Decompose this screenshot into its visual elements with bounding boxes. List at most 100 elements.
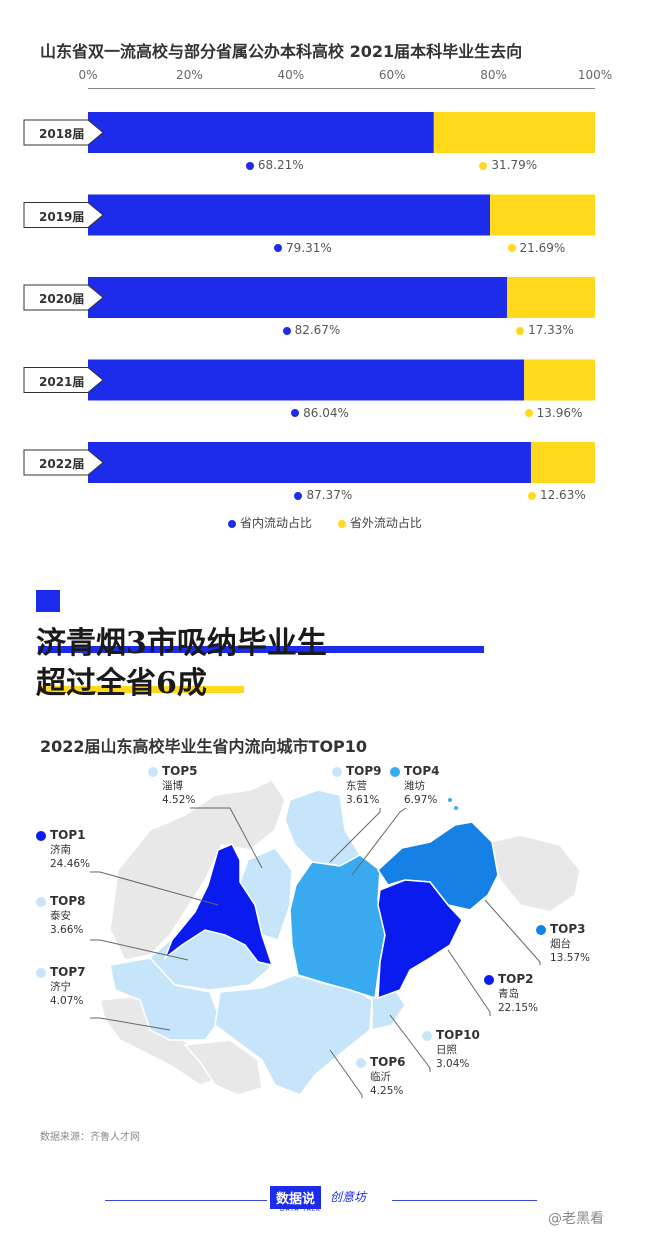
label-text: 17.33%	[528, 323, 574, 337]
x-tick-label: 80%	[480, 68, 507, 82]
bar-segment-in-province	[88, 277, 508, 318]
year-tag-shape	[23, 202, 104, 228]
callout-rank-text: TOP3	[550, 922, 586, 936]
brand-logo: 创意坊	[330, 1190, 367, 1204]
callout-rank-text: TOP2	[498, 972, 534, 986]
callout-share: 3.61%	[346, 794, 380, 806]
label-dot	[291, 409, 300, 417]
leader-line-top1	[90, 871, 219, 906]
map-region-other-west	[109, 779, 286, 961]
bar-segment-in-province	[88, 359, 525, 401]
legend-item-in-province: 省内流动占比	[228, 516, 316, 530]
x-tick-label: 60%	[378, 68, 406, 82]
callout-city: 青岛	[498, 988, 519, 1000]
callout-dot	[422, 1031, 432, 1041]
label-text: 21.69%	[519, 240, 566, 255]
category-label: 2020届	[39, 292, 85, 306]
year-tag-shape	[23, 449, 104, 476]
label-text: 31.79%	[491, 158, 538, 172]
callout-dot	[36, 968, 46, 978]
label-dot	[274, 244, 283, 252]
callout-rank: TOP5	[148, 764, 198, 779]
year-tag-shape	[23, 119, 104, 146]
bar-segment-out-province	[433, 112, 595, 153]
label-text: 13.96%	[536, 405, 583, 420]
legend-dot-yellow	[337, 519, 346, 528]
callout-rank: TOP8	[36, 894, 86, 909]
logo-sub-label: DATA TALK	[280, 1206, 321, 1213]
headline-underline-yellow	[38, 686, 244, 693]
data-label-in-province: 87.37%	[294, 488, 352, 502]
callout-city: 济南	[50, 844, 71, 856]
bar-segment-out-province	[524, 359, 595, 401]
callout-share: 22.15%	[498, 1002, 539, 1014]
leader-line-top5	[190, 807, 263, 869]
leader-line-top10	[389, 1014, 431, 1072]
data-source: 数据来源：齐鲁人才网	[40, 1132, 140, 1143]
map-region-qingdao	[377, 879, 463, 1000]
label-dot	[294, 491, 303, 500]
legend-dot-blue	[228, 519, 236, 528]
callout-rank-text: TOP5	[162, 764, 198, 778]
label-text: 79.31%	[286, 240, 332, 255]
callout-dot	[148, 767, 158, 777]
map-region-jinan	[163, 843, 274, 967]
callout-city: 潍坊	[404, 780, 425, 792]
callout-dot	[390, 767, 400, 777]
map-region-rizhao	[371, 989, 406, 1031]
callout-rank: TOP6	[356, 1055, 406, 1070]
callout-dot	[36, 897, 46, 907]
label-dot	[479, 161, 488, 170]
legend-label-out-province: 省外流动占比	[349, 516, 422, 530]
map-island	[454, 806, 458, 810]
map-callout-top4: TOP4 潍坊 6.97%	[390, 764, 440, 807]
label-dot	[516, 326, 525, 335]
callout-rank: TOP3	[536, 922, 590, 937]
label-dot	[507, 244, 516, 252]
map-callout-top6: TOP6 临沂 4.25%	[356, 1055, 406, 1098]
shandong-map	[90, 779, 581, 1098]
label-text: 12.63%	[539, 488, 586, 502]
map-callout-top5: TOP5 淄博 4.52%	[148, 764, 198, 807]
x-tick-label: 20%	[176, 68, 203, 82]
category-label: 2018届	[39, 127, 85, 141]
map-callout-top8: TOP8 泰安 3.66%	[36, 894, 86, 937]
label-dot	[527, 491, 536, 500]
callout-dot	[484, 975, 494, 985]
callout-city: 东营	[346, 780, 367, 792]
legend-label-in-province: 省内流动占比	[240, 516, 313, 530]
data-label-out-province: 13.96%	[524, 405, 583, 420]
data-label-out-province: 17.33%	[516, 323, 574, 337]
label-dot	[245, 161, 254, 170]
section-square-marker	[36, 590, 60, 612]
category-label: 2021届	[39, 374, 85, 389]
bar-segment-out-province	[507, 277, 595, 318]
map-region-other-south	[183, 1039, 263, 1096]
map-callout-top2: TOP2 青岛 22.15%	[484, 972, 538, 1015]
bar-segment-out-province	[530, 442, 595, 483]
callout-dot	[36, 831, 46, 841]
map-callout-top9: TOP9 东营 3.61%	[332, 764, 382, 807]
callout-city: 烟台	[550, 938, 571, 950]
callout-rank: TOP9	[332, 764, 382, 779]
callout-city: 临沂	[370, 1071, 391, 1083]
callout-share: 4.07%	[50, 995, 84, 1007]
callout-dot	[332, 767, 342, 777]
callout-rank: TOP4	[390, 764, 440, 779]
x-tick-label: 0%	[78, 68, 98, 82]
callout-share: 3.04%	[436, 1058, 470, 1070]
callout-rank-text: TOP4	[404, 764, 440, 778]
x-axis-line	[88, 88, 595, 89]
stacked-bar-chart	[23, 112, 595, 483]
map-island	[448, 798, 452, 802]
callout-city: 泰安	[50, 910, 71, 922]
headline-underline-blue	[38, 646, 484, 653]
callout-city: 日照	[436, 1044, 457, 1056]
callout-rank-text: TOP6	[370, 1055, 406, 1069]
callout-city: 淄博	[162, 780, 183, 792]
callout-rank: TOP1	[36, 828, 90, 843]
headline-line-2: 超过全省6成	[36, 666, 207, 701]
callout-share: 3.66%	[50, 924, 84, 936]
map-callout-top10: TOP10 日照 3.04%	[422, 1028, 480, 1071]
callout-share: 13.57%	[550, 952, 591, 964]
